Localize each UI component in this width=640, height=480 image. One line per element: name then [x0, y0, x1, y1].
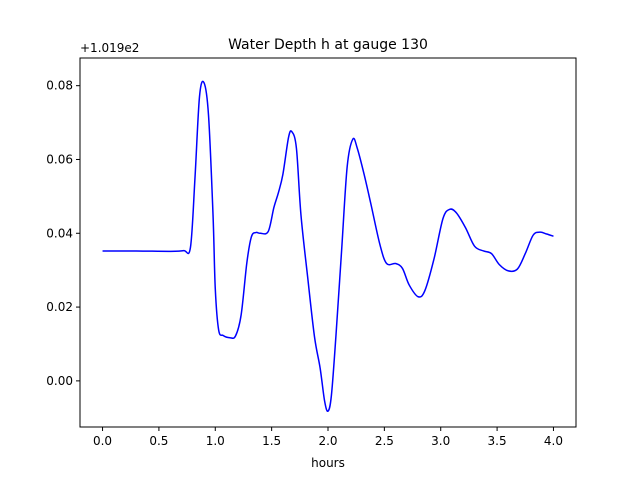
- x-tick-label: 1.5: [262, 434, 281, 448]
- x-tick-label: 1.0: [206, 434, 225, 448]
- plot-area: [102, 80, 554, 413]
- y-tick-label: 0.04: [46, 226, 73, 240]
- series-line: [102, 80, 554, 413]
- chart-title: Water Depth h at gauge 130: [228, 37, 428, 53]
- x-tick-label: 2.0: [318, 434, 337, 448]
- y-axis: 0.00 0.02 0.04 0.06 0.08: [46, 79, 80, 388]
- x-tick-label: 3.0: [431, 434, 450, 448]
- x-tick-label: 2.5: [375, 434, 394, 448]
- x-tick-label: 0.0: [93, 434, 112, 448]
- y-tick-label: 0.08: [46, 79, 73, 93]
- x-tick-label: 3.5: [488, 434, 507, 448]
- x-tick-label: 4.0: [544, 434, 563, 448]
- x-axis: 0.0 0.5 1.0 1.5 2.0 2.5 3.0 3.5 4.0: [93, 427, 563, 448]
- y-tick-label: 0.00: [46, 374, 73, 388]
- x-axis-label: hours: [311, 456, 345, 470]
- y-offset-label: +1.019e2: [80, 41, 139, 55]
- y-tick-label: 0.06: [46, 152, 73, 166]
- x-tick-label: 0.5: [149, 434, 168, 448]
- y-tick-label: 0.02: [46, 300, 73, 314]
